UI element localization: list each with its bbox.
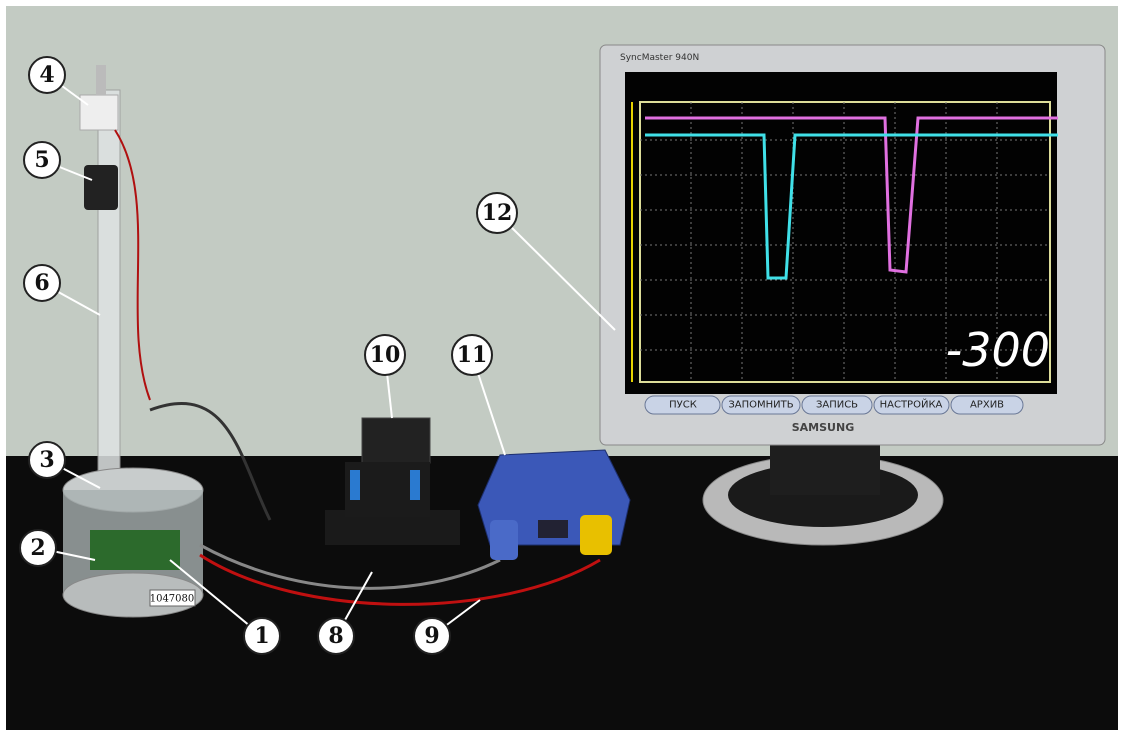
callout: 3 [28,441,101,489]
callouts: 4 5 6 3 2 1 8 9 10 11 12 [19,56,616,655]
callout-label: 6 [34,270,49,296]
callout-label: 8 [328,623,343,649]
callout-label: 4 [39,62,54,88]
callout: 9 [413,599,481,655]
screen-button[interactable]: НАСТРОЙКА [873,395,950,415]
trace-cyan [645,133,1058,280]
callout: 11 [451,334,506,456]
callout-label: 2 [30,535,45,561]
callout: 10 [364,334,406,419]
button-label: АРХИВ [970,400,1004,411]
button-label: ЗАПИСЬ [816,400,858,411]
callout: 4 [28,56,89,106]
power-supply [325,417,460,545]
readout: -300 [946,323,1050,377]
callout: 5 [23,141,93,181]
screen-button[interactable]: ПУСК [644,395,721,415]
callout-label: 1 [254,623,269,649]
callout: 8 [317,571,373,655]
callout: 12 [476,192,616,331]
button-label: ПУСК [669,400,697,411]
callout-label: 5 [34,147,49,173]
button-label: НАСТРОЙКА [880,398,943,411]
screen-button[interactable]: ЗАПОМНИТЬ [721,395,801,415]
callout: 1 [169,559,281,655]
button-label: ЗАПОМНИТЬ [728,400,793,411]
callout: 2 [19,529,96,567]
monitor: SyncMaster 940N -300 ПУСК ЗАПОМНИТЬ ЗАПИ… [599,44,1106,446]
interface-box [477,449,631,560]
cables [149,402,601,606]
screen-button[interactable]: ЗАПИСЬ [801,395,873,415]
monitor-model: SyncMaster 940N [620,53,699,63]
monitor-brand: SAMSUNG [792,421,854,434]
sensor-stand: 1047080 [62,65,204,618]
screen-button[interactable]: АРХИВ [950,395,1024,415]
callout-label: 10 [370,342,401,368]
callout-label: 3 [39,447,54,473]
screen [625,72,1057,394]
callout-label: 11 [457,342,488,368]
sensor-label: 1047080 [150,594,195,605]
callout-label: 9 [424,623,439,649]
callout: 6 [23,264,101,316]
callout-label: 12 [482,200,513,226]
trace-magenta [645,116,1058,274]
